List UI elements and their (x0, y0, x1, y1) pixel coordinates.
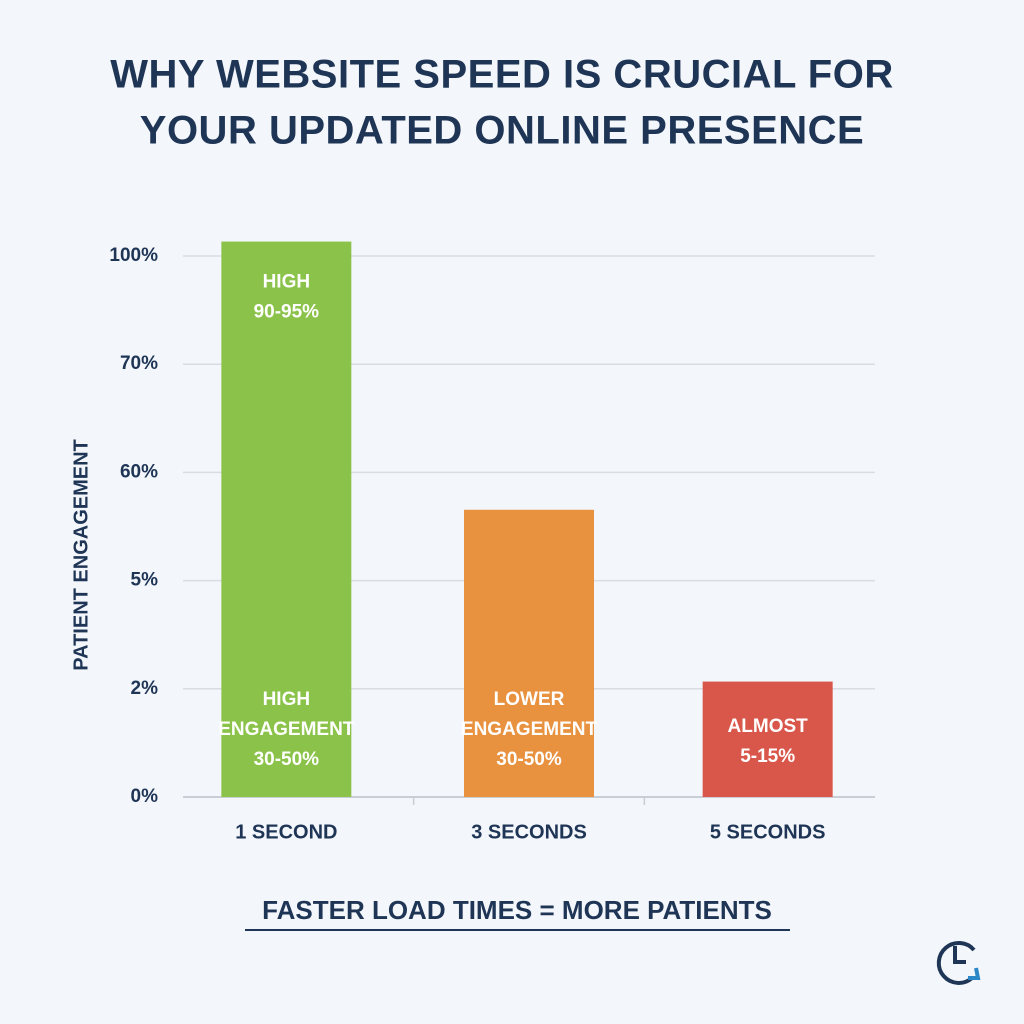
bar-label: LOWER (494, 689, 565, 710)
bar-label: 30-50% (254, 749, 320, 770)
bar-label: HIGH (263, 689, 311, 710)
bar (464, 509, 594, 797)
bar-label: HIGH (263, 272, 311, 293)
chart-title: WHY WEBSITE SPEED IS CRUCIAL FOR (110, 53, 893, 97)
y-tick-label: 2% (131, 678, 159, 699)
bar-label: 90-95% (254, 302, 320, 323)
y-tick-label: 60% (120, 461, 158, 482)
y-tick-label: 100% (109, 245, 158, 266)
bar-label: ENGAGEMENT (461, 719, 598, 740)
y-tick-label: 70% (120, 353, 158, 374)
chart-title: YOUR UPDATED ONLINE PRESENCE (140, 109, 864, 153)
bar (221, 241, 352, 797)
y-axis-label: PATIENT ENGAGEMENT (70, 439, 92, 670)
y-tick-label: 0% (131, 786, 159, 807)
footer: FASTER LOAD TIMES = MORE PATIENTS (262, 895, 772, 925)
bar-label: 30-50% (496, 749, 562, 770)
y-tick-label: 5% (131, 570, 159, 591)
x-tick-label: 3 SECONDS (471, 821, 587, 843)
bar-label: ENGAGEMENT (218, 719, 355, 740)
x-tick-label: 5 SECONDS (710, 821, 826, 843)
bar-label: ALMOST (728, 716, 809, 737)
x-tick-label: 1 SECOND (235, 821, 337, 843)
bar-label: 5-15% (740, 746, 795, 767)
clock-icon (936, 941, 981, 985)
bar (702, 681, 833, 797)
